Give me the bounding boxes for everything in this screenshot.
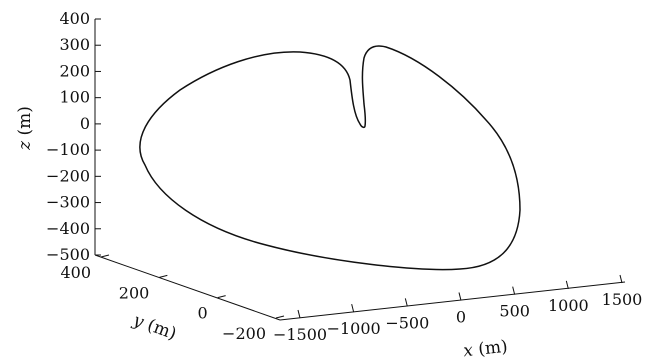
y-tick-label: −200: [222, 324, 266, 343]
z-tick-label: 100: [59, 88, 90, 107]
y-axis-line: [94, 254, 281, 321]
x-tick-label: −1000: [327, 319, 381, 338]
x-axis-line: [279, 281, 626, 321]
x-tick: [351, 304, 355, 313]
x-tick: [565, 280, 569, 289]
y-tick-label: 0: [197, 304, 207, 323]
x-tick: [512, 286, 516, 295]
y-tick-label: 200: [119, 283, 150, 302]
x-tick-label: 0: [456, 308, 466, 327]
x-tick-label: 500: [499, 302, 530, 321]
y-tick: [100, 254, 110, 258]
y-tick: [159, 274, 168, 278]
ticks: [95, 18, 623, 319]
y-tick: [217, 295, 226, 299]
z-tick-label: 400: [59, 9, 90, 28]
z-tick-label: 0: [80, 114, 90, 133]
tick-labels: 4003002001000−100−200−300−400−5004002000…: [46, 9, 642, 344]
z-tick-label: 300: [59, 35, 90, 54]
z-axis-label: z (m): [15, 106, 35, 151]
y-tick-label: 400: [60, 263, 91, 282]
x-tick-label: −1500: [273, 325, 327, 344]
z-tick-label: −300: [46, 193, 90, 212]
y-axis-label: y (m): [129, 310, 179, 344]
z-tick-label: −400: [46, 219, 90, 238]
trajectory-curve: [139, 45, 521, 271]
y-tick: [275, 315, 285, 319]
x-tick-label: −500: [385, 313, 429, 332]
x-tick-label: 1000: [548, 296, 589, 315]
z-tick-label: −500: [46, 245, 90, 264]
z-tick-label: −100: [46, 140, 90, 159]
x-tick: [458, 292, 462, 301]
x-axis-label: x (m): [462, 337, 508, 362]
x-tick: [619, 274, 623, 284]
axes: [94, 19, 626, 321]
x-tick-label: 1500: [602, 290, 643, 309]
z-tick-label: −200: [46, 166, 90, 185]
x-tick: [297, 309, 301, 319]
z-tick-label: 200: [59, 61, 90, 80]
x-tick: [404, 298, 408, 307]
